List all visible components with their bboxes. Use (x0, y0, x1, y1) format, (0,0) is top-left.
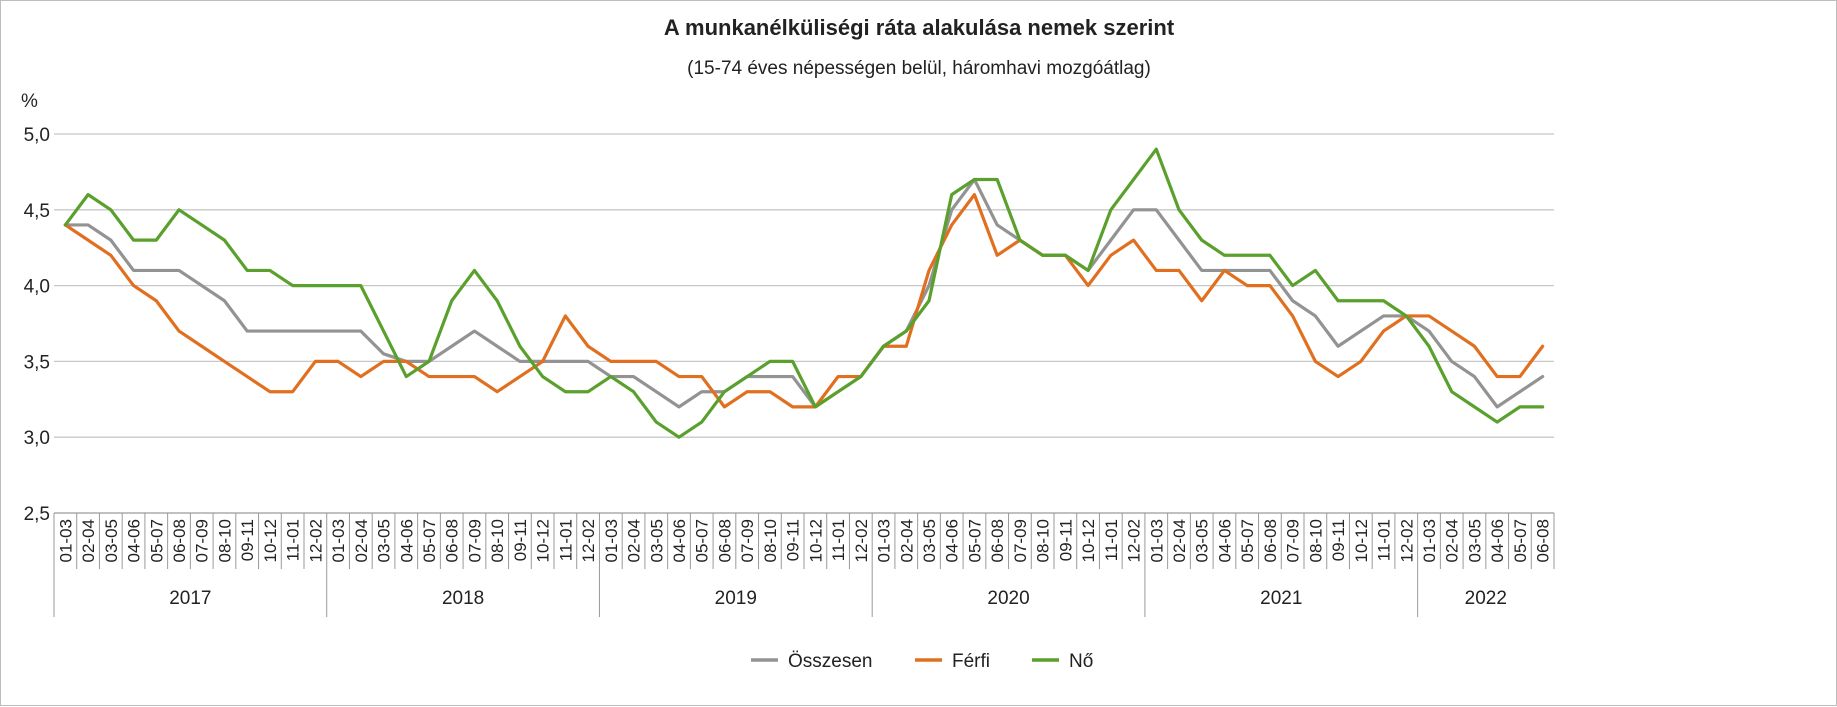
year-label: 2017 (169, 588, 211, 609)
x-tick-label: 01-03 (1420, 519, 1439, 562)
y-tick-label: 4,5 (24, 201, 50, 222)
x-tick-label: 06-08 (1534, 519, 1553, 562)
x-tick-label: 01-03 (1147, 519, 1166, 562)
x-tick-label: 10-12 (534, 519, 553, 562)
chart-subtitle: (15-74 éves népességen belül, háromhavi … (687, 58, 1151, 79)
y-tick-label: 3,0 (24, 428, 50, 449)
y-tick-label: 4,0 (24, 277, 50, 298)
x-tick-label: 02-04 (1443, 519, 1462, 562)
x-tick-label: 01-03 (875, 519, 894, 562)
x-tick-label: 02-04 (352, 519, 371, 562)
x-tick-label: 02-04 (79, 519, 98, 562)
x-tick-label: 04-06 (1215, 519, 1234, 562)
series-line (65, 179, 1542, 406)
x-tick-label: 07-09 (738, 519, 757, 562)
x-tick-label: 05-07 (1238, 519, 1257, 562)
x-tick-label: 11-01 (284, 519, 303, 561)
x-tick-label: 01-03 (329, 519, 348, 562)
x-tick-label: 03-05 (1465, 519, 1484, 562)
x-tick-label: 05-07 (693, 519, 712, 562)
legend: Összesen Férfi Nő (751, 651, 1093, 672)
x-tick-label: 10-12 (806, 519, 825, 562)
legend-label: Összesen (788, 651, 872, 672)
series-Férfi (65, 195, 1542, 407)
x-tick-label: 05-07 (965, 519, 984, 562)
y-tick-labels: 5,0 4,5 4,0 3,5 3,0 2,5 (24, 125, 50, 525)
x-tick-label: 09-11 (1056, 519, 1075, 561)
y-axis-unit: % (21, 91, 38, 112)
x-tick-label: 12-02 (1397, 519, 1416, 562)
y-tick-label: 2,5 (24, 504, 50, 525)
x-tick-label: 02-04 (897, 519, 916, 562)
x-tick-label: 06-08 (443, 519, 462, 562)
x-tick-label: 07-09 (465, 519, 484, 562)
x-tick-label: 03-05 (375, 519, 394, 562)
x-tick-label: 04-06 (1488, 519, 1507, 562)
year-label: 2022 (1465, 588, 1507, 609)
x-tick-label: 06-08 (170, 519, 189, 562)
x-tick-label: 10-12 (261, 519, 280, 562)
x-tick-label: 03-05 (1193, 519, 1212, 562)
x-tick-label: 08-10 (488, 519, 507, 562)
x-tick-label: 05-07 (147, 519, 166, 562)
year-label: 2021 (1260, 588, 1302, 609)
x-tick-label: 04-06 (397, 519, 416, 562)
x-tick-label: 04-06 (943, 519, 962, 562)
x-tick-label: 12-02 (852, 519, 871, 562)
x-tick-label: 06-08 (1261, 519, 1280, 562)
x-tick-label: 12-02 (1125, 519, 1144, 562)
x-tick-label: 12-02 (579, 519, 598, 562)
x-tick-label: 05-07 (420, 519, 439, 562)
x-tick-label: 02-04 (625, 519, 644, 562)
x-tick-label: 10-12 (1352, 519, 1371, 562)
x-tick-label: 03-05 (920, 519, 939, 562)
x-tick-label: 05-07 (1511, 519, 1530, 562)
y-tick-label: 5,0 (24, 125, 50, 146)
x-tick-label: 09-11 (784, 519, 803, 561)
chart-title: A munkanélküliségi ráta alakulása nemek … (664, 15, 1175, 40)
series-Összesen (65, 179, 1542, 407)
year-label: 2018 (442, 588, 484, 609)
x-tick-label: 12-02 (306, 519, 325, 562)
x-tick-label: 06-08 (715, 519, 734, 562)
x-tick-label: 09-11 (1329, 519, 1348, 561)
x-tick-label: 03-05 (647, 519, 666, 562)
series-layer (65, 149, 1542, 437)
x-tick-label: 07-09 (1284, 519, 1303, 562)
x-tick-label: 07-09 (193, 519, 212, 562)
x-tick-label: 08-10 (1034, 519, 1053, 562)
x-tick-label: 10-12 (1079, 519, 1098, 562)
x-tick-label: 09-11 (238, 519, 257, 561)
x-tick-label: 08-10 (215, 519, 234, 562)
x-tick-label: 11-01 (829, 519, 848, 561)
x-tick-label: 04-06 (670, 519, 689, 562)
legend-label: Férfi (952, 651, 990, 672)
x-tick-label: 08-10 (761, 519, 780, 562)
legend-label: Nő (1069, 651, 1093, 672)
x-tick-label: 04-06 (125, 519, 144, 562)
x-tick-label: 11-01 (1102, 519, 1121, 561)
x-tick-label: 06-08 (988, 519, 1007, 562)
y-tick-label: 3,5 (24, 352, 50, 373)
x-tick-label: 01-03 (602, 519, 621, 562)
year-label: 2019 (715, 588, 757, 609)
x-tick-label: 08-10 (1306, 519, 1325, 562)
x-tick-label: 01-03 (56, 519, 75, 562)
x-tick-label: 07-09 (1011, 519, 1030, 562)
x-tick-label: 09-11 (511, 519, 530, 561)
year-label: 2020 (987, 588, 1029, 609)
x-tick-label: 11-01 (1375, 519, 1394, 561)
grid-layer (54, 134, 1554, 513)
x-tick-label: 11-01 (556, 519, 575, 561)
x-tick-label: 02-04 (1170, 519, 1189, 562)
x-tick-label: 03-05 (102, 519, 121, 562)
series-line (65, 195, 1542, 407)
